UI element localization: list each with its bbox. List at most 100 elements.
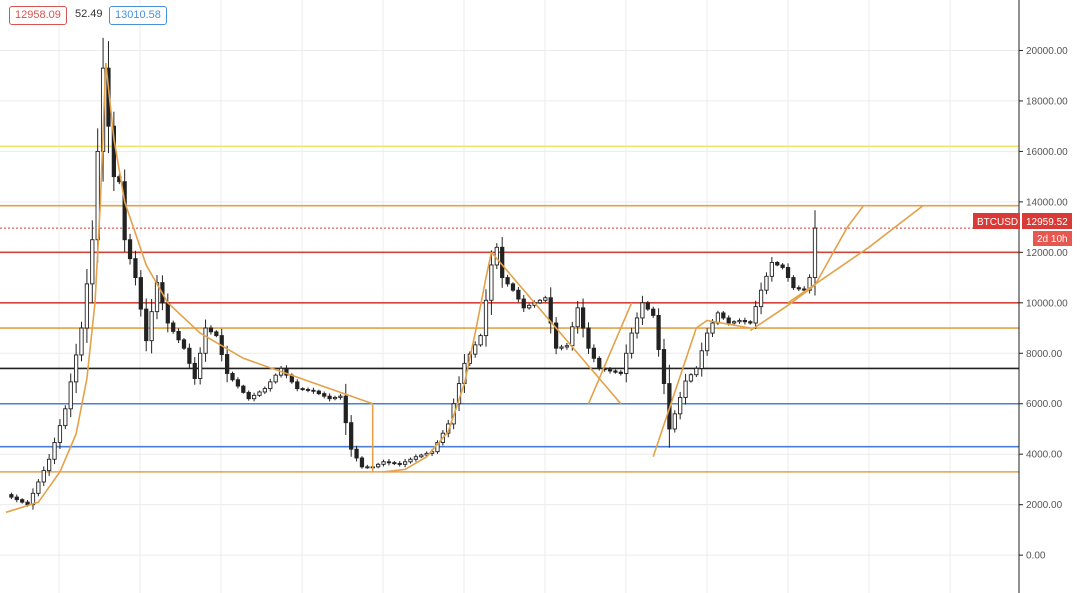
candle-body [769, 261, 774, 277]
price-tag-countdown-bg [1033, 231, 1072, 246]
candle-body [90, 239, 95, 285]
y-tick-label: 6000.00 [1026, 399, 1063, 410]
candle-body [591, 347, 596, 359]
candle-body [273, 374, 278, 383]
candle-body [332, 396, 338, 400]
candle-body [214, 331, 219, 337]
candle-body [203, 327, 208, 354]
candle-body [127, 239, 133, 260]
candle-body [47, 458, 52, 472]
candle-body [548, 297, 553, 324]
candle-body [758, 289, 764, 308]
candle-body [710, 322, 715, 334]
candle-body [235, 379, 241, 387]
trend-line [652, 319, 751, 457]
last-price-tag: BTCUSD 12959.52 2d 10h [973, 213, 1072, 246]
candle-body [672, 413, 677, 430]
candle-body [705, 332, 710, 352]
price-tag-price: 12959.52 [1026, 217, 1068, 228]
candle-body [225, 354, 230, 374]
candle-body [661, 349, 667, 385]
candle-body [694, 367, 699, 376]
candle-body [807, 277, 812, 291]
candle-body [257, 391, 262, 396]
candle-body [25, 501, 30, 506]
price-tag-bg [973, 213, 1020, 229]
candle-body [413, 456, 419, 460]
candle-body [176, 330, 181, 341]
candle-body [402, 461, 408, 465]
candle-body [241, 385, 246, 393]
y-tick-label: 14000.00 [1026, 197, 1068, 208]
y-tick-label: 0.00 [1026, 551, 1046, 562]
candle-body [246, 391, 251, 400]
candle-body [537, 299, 543, 304]
candle-body [796, 287, 801, 290]
candle-body [305, 388, 311, 391]
y-tick-label: 4000.00 [1026, 450, 1063, 461]
candle-body [322, 393, 327, 397]
candle-body [775, 261, 780, 266]
y-tick-label: 2000.00 [1026, 500, 1063, 511]
candle-body [629, 332, 634, 354]
candle-body [133, 258, 138, 279]
candle-body [251, 394, 257, 400]
trend-line [587, 302, 633, 405]
candle-body [36, 481, 41, 494]
bid-price-box[interactable]: 12958.09 [9, 6, 67, 25]
candle-body [645, 302, 650, 310]
spread-value: 52.49 [75, 8, 103, 20]
candle-body [300, 388, 305, 391]
candle-body [171, 322, 176, 332]
candle-body [483, 299, 489, 337]
candle-body [149, 311, 154, 342]
candle-body [230, 373, 235, 381]
ask-price-box[interactable]: 13010.58 [109, 6, 167, 25]
candle-body [52, 441, 57, 460]
candle-body [699, 350, 704, 369]
candle-body [84, 283, 90, 329]
candle-body [20, 499, 25, 503]
y-axis-ticks: 0.00 2000.00 4000.00 6000.00 8000.00 10000.00… [1019, 46, 1068, 562]
candle-body [198, 352, 203, 379]
candle-body [721, 312, 726, 319]
y-tick-label: 20000.00 [1026, 46, 1068, 57]
drawn-trendlines [5, 63, 924, 514]
candle-body [349, 422, 354, 450]
y-tick-label: 10000.00 [1026, 298, 1068, 309]
trend-line [105, 63, 373, 405]
candle-body [338, 395, 343, 398]
candle-body [731, 321, 737, 324]
candle-body [68, 381, 73, 410]
candle-body [359, 457, 365, 468]
candle-body [14, 496, 19, 501]
candle-body [392, 462, 397, 465]
candle-body [181, 339, 187, 349]
candle-body [564, 345, 570, 348]
candle-body [791, 277, 796, 289]
price-tag-value-bg [1022, 213, 1072, 229]
candle-body [597, 357, 602, 369]
candle-body [640, 302, 645, 319]
candle-body [365, 466, 370, 469]
candle-body [376, 463, 381, 468]
candle-body [73, 354, 79, 383]
y-tick-label: 12000.00 [1026, 248, 1068, 259]
candle-body [165, 302, 170, 324]
trend-line [383, 252, 493, 473]
candle-body [624, 352, 629, 374]
candle-body [505, 277, 510, 285]
grid-lines [0, 0, 1019, 593]
candle-body [9, 494, 14, 498]
trend-line [5, 63, 107, 514]
candle-body [613, 370, 618, 373]
candle-body [122, 181, 127, 241]
candle-body [79, 327, 84, 356]
candle-body [57, 425, 63, 443]
candle-body [408, 458, 413, 463]
candle-body [753, 306, 758, 324]
candles [9, 37, 818, 510]
price-tag-countdown: 2d 10h [1037, 234, 1068, 245]
candle-body [543, 297, 548, 301]
